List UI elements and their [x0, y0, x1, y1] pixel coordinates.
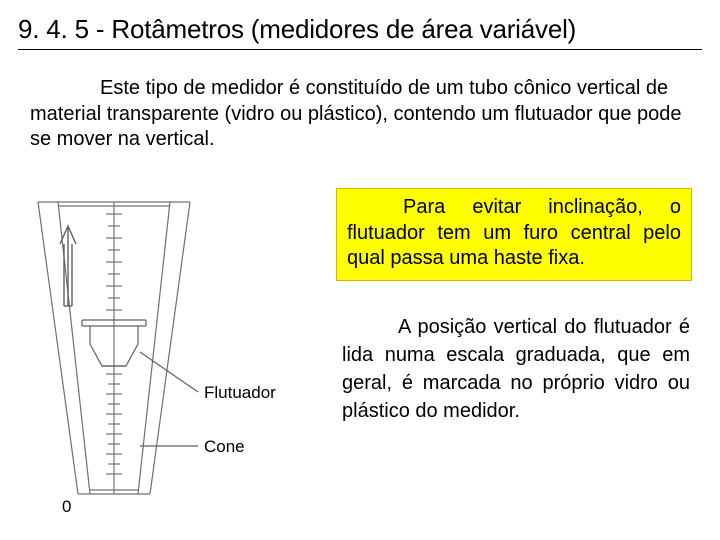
highlight-text: Para evitar inclinação, o flutuador tem … [347, 196, 681, 269]
rotameter-diagram: Flutuador Cone 0 [22, 194, 300, 520]
highlight-paragraph: Para evitar inclinação, o flutuador tem … [336, 188, 692, 281]
section-title: 9. 4. 5 - Rotâmetros (medidores de área … [18, 14, 702, 50]
label-cone: Cone [204, 437, 245, 456]
body-text: A posição vertical do flutuador é lida n… [342, 316, 690, 422]
right-column: Para evitar inclinação, o flutuador tem … [336, 188, 692, 425]
intro-paragraph: Este tipo de medidor é constituído de um… [30, 76, 692, 153]
label-zero: 0 [62, 497, 71, 516]
body-paragraph: A posição vertical do flutuador é lida n… [336, 313, 692, 425]
label-flutuador: Flutuador [204, 383, 276, 402]
